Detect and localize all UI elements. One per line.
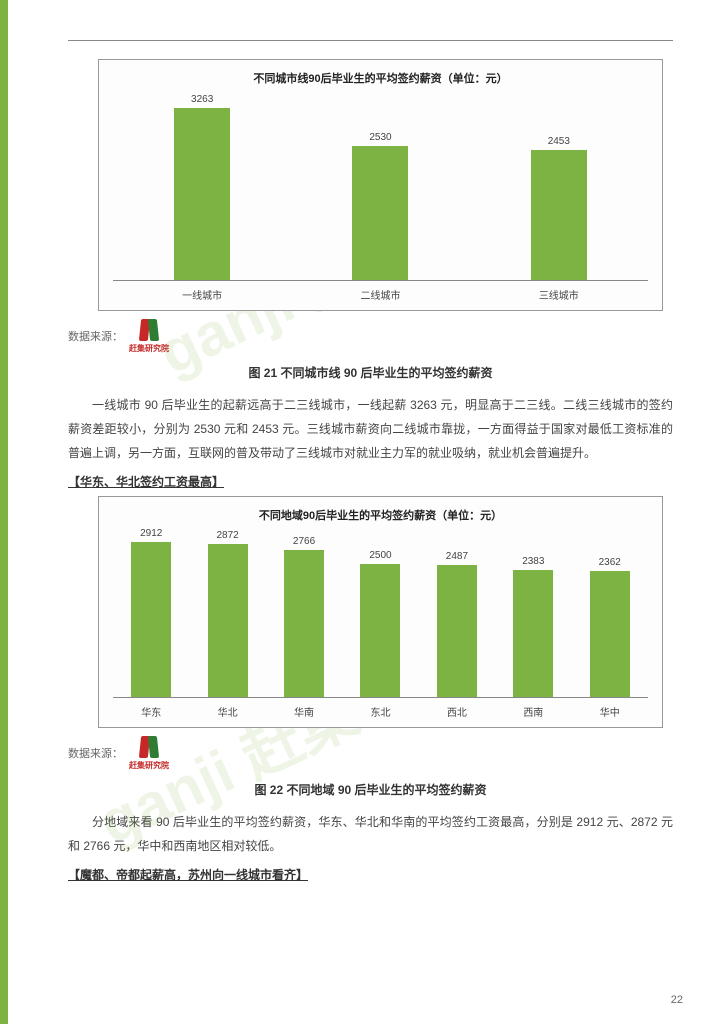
bar-wrap: 2383: [513, 556, 553, 697]
bar-wrap: 2912: [131, 528, 171, 697]
bar-value-label: 3263: [191, 94, 213, 105]
chart2-bars: 2912287227662500248723832362: [113, 533, 648, 698]
bar: [437, 565, 477, 697]
bar-value-label: 2530: [369, 132, 391, 143]
paragraph-1: 一线城市 90 后毕业生的起薪远高于二三线城市，一线起薪 3263 元，明显高于…: [68, 393, 673, 465]
bar-value-label: 2362: [599, 557, 621, 568]
bar-wrap: 2453: [531, 136, 587, 280]
chart-city-tier: 不同城市线90后毕业生的平均签约薪资（单位：元） 3263 2530 2453 一线…: [98, 59, 663, 311]
bar: [208, 544, 248, 697]
category-label: 西北: [437, 704, 477, 719]
section-head-cities: 【魔都、帝都起薪高，苏州向一线城市看齐】: [68, 866, 673, 883]
logo-text: 赶集研究院: [129, 343, 169, 354]
ganji-logo: 赶集研究院: [129, 317, 169, 354]
bar-wrap: 2500: [360, 550, 400, 697]
chart1-categories: 一线城市 二线城市 三线城市: [113, 287, 648, 302]
page-number: 22: [671, 994, 683, 1006]
bar: [531, 150, 587, 280]
category-label: 三线城市: [531, 287, 587, 302]
bar: [131, 542, 171, 697]
header-rule: [68, 40, 673, 41]
bar-wrap: 2487: [437, 551, 477, 697]
bar-wrap: 2872: [208, 530, 248, 697]
bar-wrap: 2766: [284, 536, 324, 697]
category-label: 华东: [131, 704, 171, 719]
bar-wrap: 2530: [352, 132, 408, 280]
source-row-2: 数据来源： 赶集研究院: [68, 734, 673, 771]
paragraph-2: 分地域来看 90 后毕业生的平均签约薪资，华东、华北和华南的平均签约工资最高，分…: [68, 810, 673, 858]
category-label: 华中: [590, 704, 630, 719]
bar: [174, 108, 230, 280]
chart1-title: 不同城市线90后毕业生的平均签约薪资（单位：元）: [113, 70, 648, 86]
source-label: 数据来源：: [68, 328, 123, 344]
logo-text: 赶集研究院: [129, 760, 169, 771]
category-label: 东北: [360, 704, 400, 719]
source-row-1: 数据来源： 赶集研究院: [68, 317, 673, 354]
category-label: 华北: [208, 704, 248, 719]
chart2-title: 不同地域90后毕业生的平均签约薪资（单位：元）: [113, 507, 648, 523]
bar: [284, 550, 324, 697]
category-label: 西南: [513, 704, 553, 719]
bar-value-label: 2453: [548, 136, 570, 147]
figure-22-caption: 图 22 不同地域 90 后毕业生的平均签约薪资: [68, 781, 673, 798]
figure-21-caption: 图 21 不同城市线 90 后毕业生的平均签约薪资: [68, 364, 673, 381]
source-label: 数据来源：: [68, 745, 123, 761]
bar-value-label: 2383: [522, 556, 544, 567]
category-label: 一线城市: [174, 287, 230, 302]
category-label: 二线城市: [352, 287, 408, 302]
chart2-categories: 华东 华北 华南 东北 西北 西南 华中: [113, 704, 648, 719]
bar: [360, 564, 400, 697]
bar-wrap: 3263: [174, 94, 230, 280]
bar-value-label: 2912: [140, 528, 162, 539]
bar-value-label: 2872: [217, 530, 239, 541]
bar: [590, 571, 630, 697]
bar-value-label: 2487: [446, 551, 468, 562]
section-head-east-north: 【华东、华北签约工资最高】: [68, 473, 673, 490]
bar: [513, 570, 553, 697]
bar-value-label: 2766: [293, 536, 315, 547]
bar-wrap: 2362: [590, 557, 630, 697]
bar-value-label: 2500: [369, 550, 391, 561]
chart1-bars: 3263 2530 2453: [113, 96, 648, 281]
chart-region: 不同地域90后毕业生的平均签约薪资（单位：元） 2912 2872 2766 2500…: [98, 496, 663, 728]
category-label: 华南: [284, 704, 324, 719]
ganji-logo: 赶集研究院: [129, 734, 169, 771]
bar: [352, 146, 408, 280]
